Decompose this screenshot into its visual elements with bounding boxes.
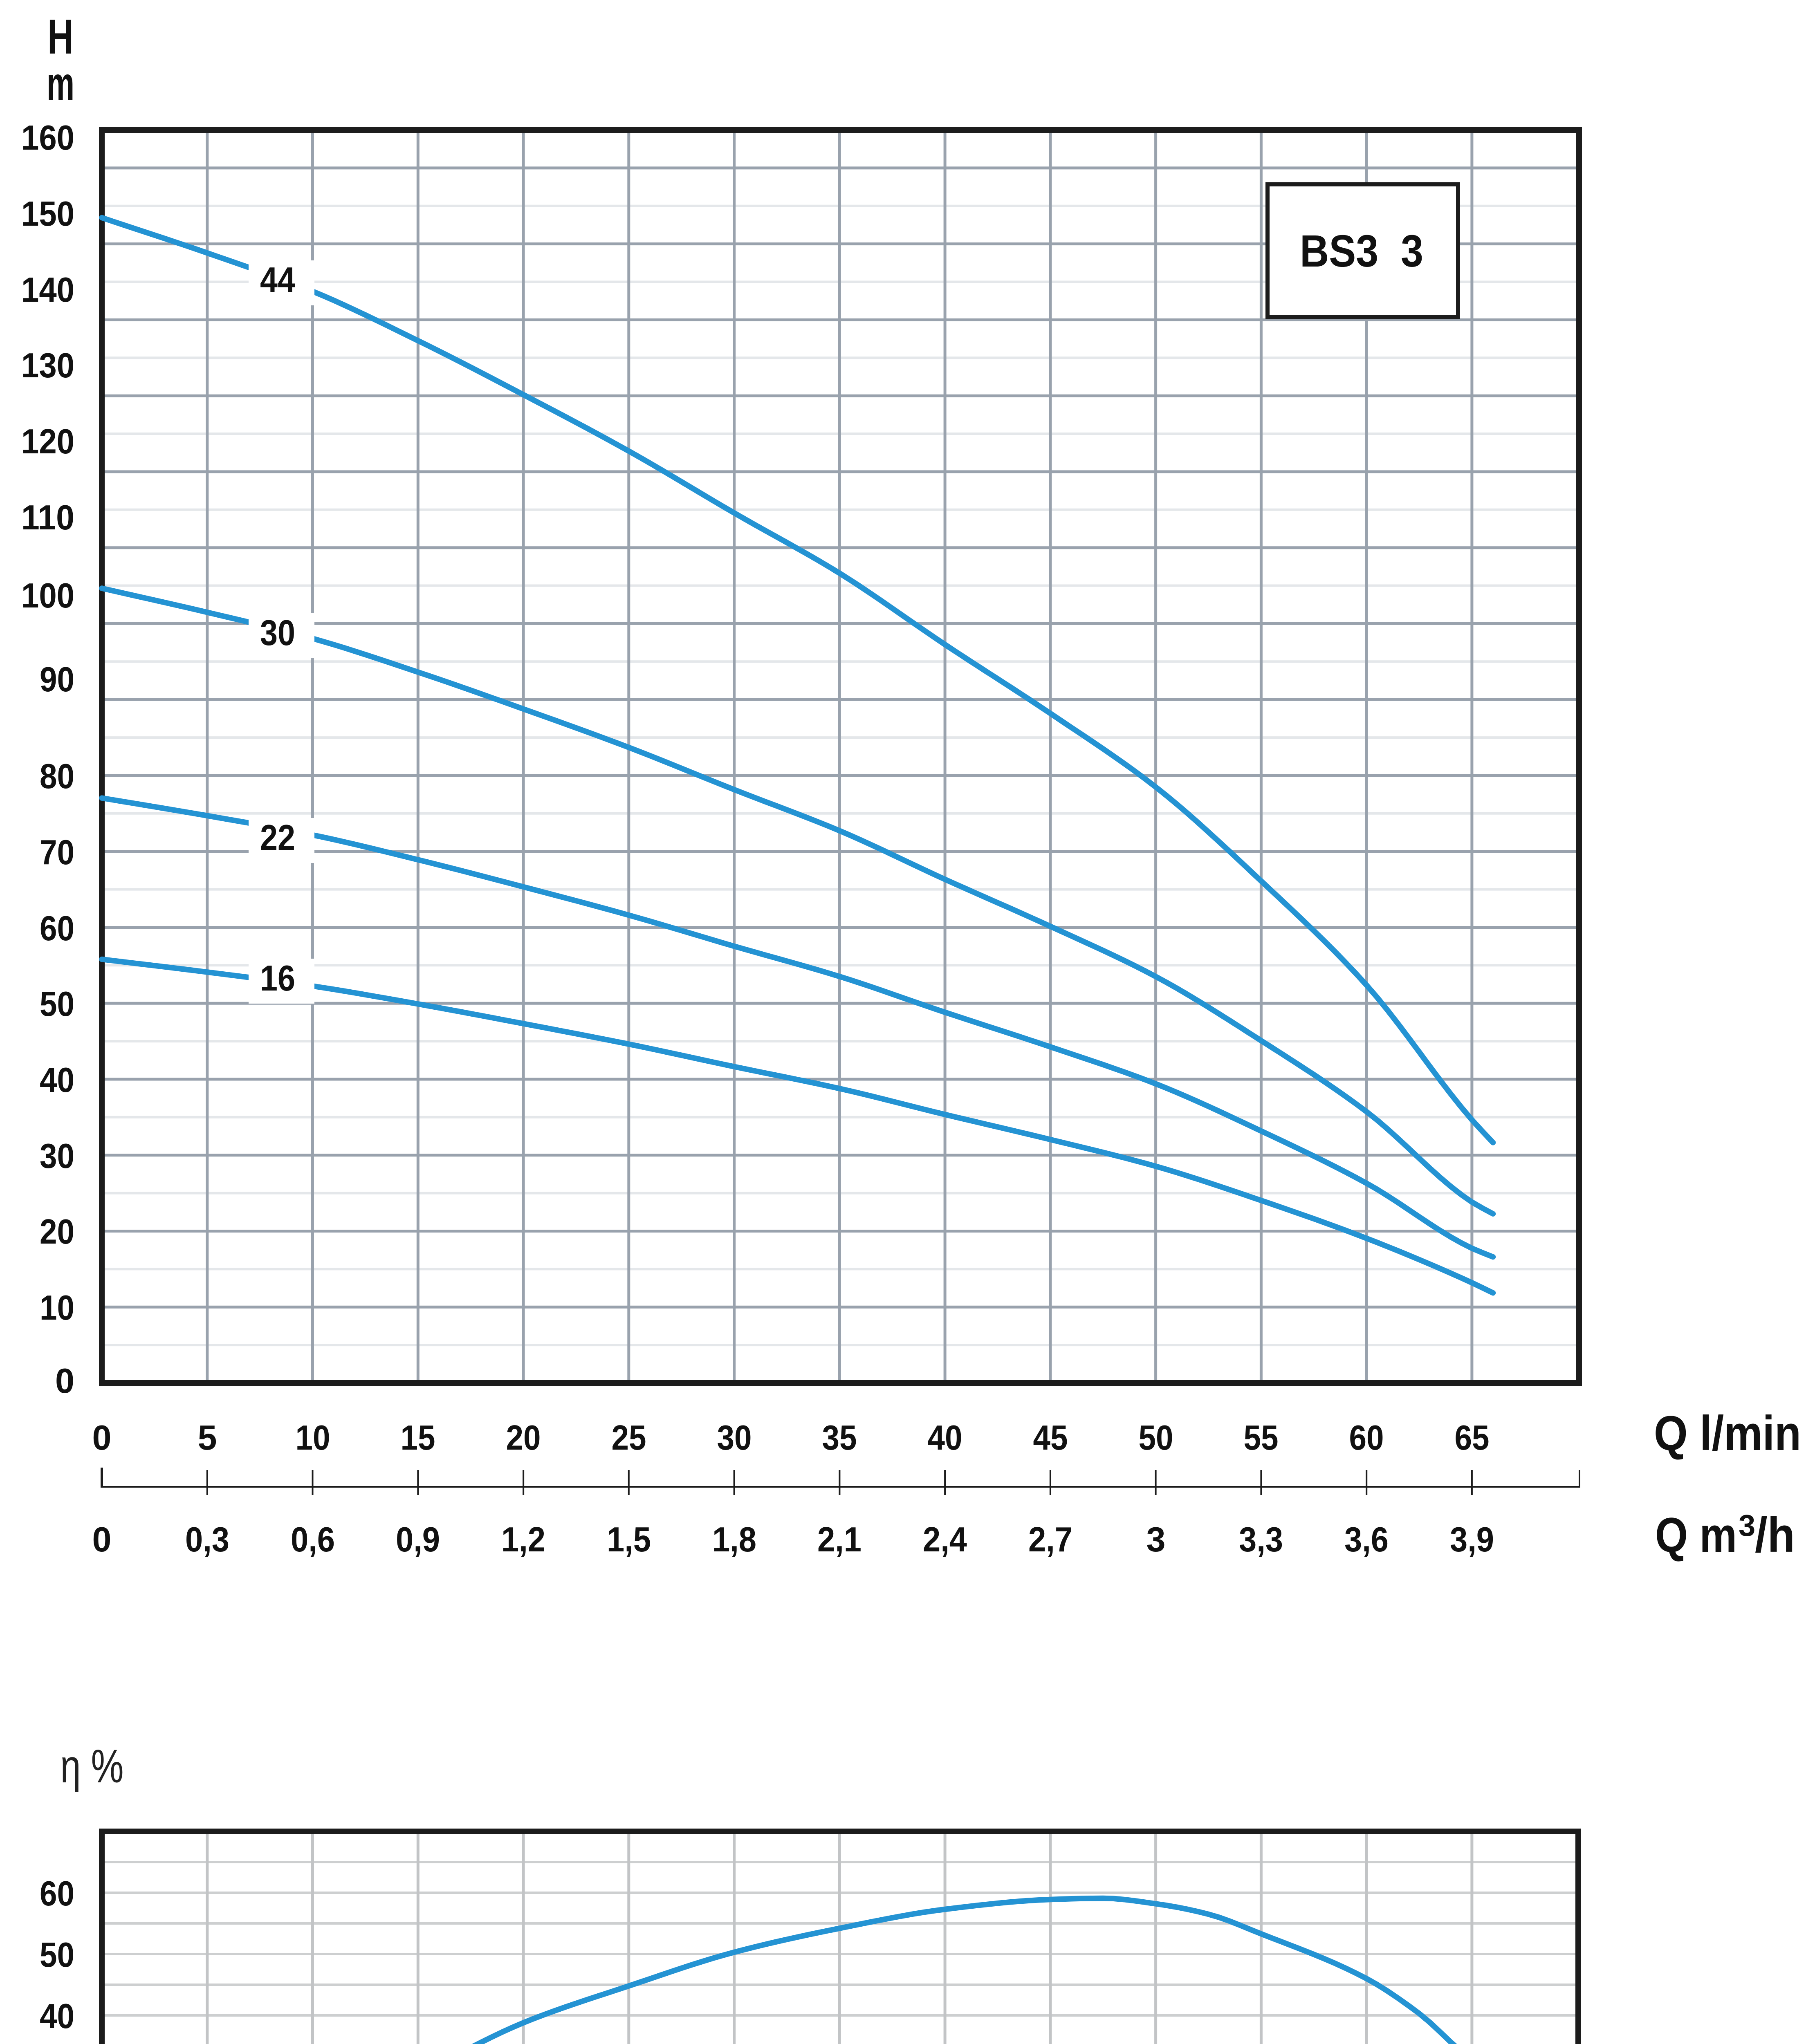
svg-text:3,3: 3,3 <box>1239 1520 1283 1559</box>
svg-text:160: 160 <box>21 119 74 157</box>
svg-text:110: 110 <box>21 498 74 537</box>
svg-text:0: 0 <box>92 1520 112 1559</box>
svg-text:3: 3 <box>1739 1508 1755 1542</box>
svg-text:65: 65 <box>1455 1419 1490 1457</box>
svg-text:Q m: Q m <box>1655 1508 1737 1562</box>
svg-text:5: 5 <box>198 1419 217 1457</box>
svg-text:60: 60 <box>1349 1419 1384 1457</box>
svg-text:50: 50 <box>40 1936 74 1975</box>
svg-text:10: 10 <box>296 1419 330 1457</box>
svg-text:0,3: 0,3 <box>185 1520 229 1559</box>
svg-text:150: 150 <box>21 195 74 233</box>
svg-text:140: 140 <box>21 271 74 309</box>
svg-text:40: 40 <box>928 1419 962 1457</box>
svg-text:60: 60 <box>40 909 74 948</box>
svg-text:20: 20 <box>506 1419 541 1457</box>
svg-text:40: 40 <box>40 1997 74 2036</box>
svg-text:100: 100 <box>21 576 74 615</box>
svg-text:0,9: 0,9 <box>396 1520 440 1559</box>
svg-text:22: 22 <box>260 817 295 858</box>
svg-text:60: 60 <box>40 1874 74 1913</box>
svg-text:m: m <box>47 58 74 110</box>
svg-text:90: 90 <box>40 660 74 699</box>
svg-text:0: 0 <box>92 1419 112 1457</box>
svg-text:0: 0 <box>55 1362 74 1401</box>
svg-text:30: 30 <box>717 1419 752 1457</box>
svg-text:2,4: 2,4 <box>923 1520 967 1559</box>
svg-text:Q l/min: Q l/min <box>1654 1406 1801 1461</box>
svg-text:15: 15 <box>401 1419 435 1457</box>
svg-text:35: 35 <box>822 1419 857 1457</box>
svg-text:1,5: 1,5 <box>607 1520 651 1559</box>
svg-text:3: 3 <box>1146 1520 1166 1559</box>
svg-text:/h: /h <box>1755 1508 1795 1562</box>
svg-text:η %: η % <box>61 1740 124 1793</box>
svg-text:H: H <box>47 9 74 64</box>
svg-text:30: 30 <box>40 1137 74 1176</box>
svg-text:80: 80 <box>40 757 74 796</box>
svg-text:50: 50 <box>1139 1419 1173 1457</box>
svg-text:70: 70 <box>40 833 74 872</box>
svg-text:16: 16 <box>260 958 295 998</box>
svg-text:40: 40 <box>40 1061 74 1100</box>
svg-text:1,8: 1,8 <box>712 1520 756 1559</box>
svg-text:45: 45 <box>1033 1419 1068 1457</box>
svg-text:3,6: 3,6 <box>1344 1520 1389 1559</box>
svg-text:BS3 3: BS3 3 <box>1300 226 1423 276</box>
svg-text:50: 50 <box>40 985 74 1024</box>
svg-text:1,2: 1,2 <box>501 1520 545 1559</box>
svg-text:130: 130 <box>21 346 74 385</box>
svg-text:30: 30 <box>260 612 295 653</box>
svg-text:2,7: 2,7 <box>1028 1520 1072 1559</box>
svg-text:55: 55 <box>1244 1419 1279 1457</box>
svg-text:3,9: 3,9 <box>1450 1520 1494 1559</box>
svg-text:20: 20 <box>40 1213 74 1251</box>
svg-text:120: 120 <box>21 422 74 461</box>
svg-text:44: 44 <box>260 260 295 300</box>
svg-text:0,6: 0,6 <box>291 1520 335 1559</box>
svg-text:2,1: 2,1 <box>817 1520 862 1559</box>
svg-text:25: 25 <box>612 1419 646 1457</box>
svg-text:10: 10 <box>40 1289 74 1327</box>
